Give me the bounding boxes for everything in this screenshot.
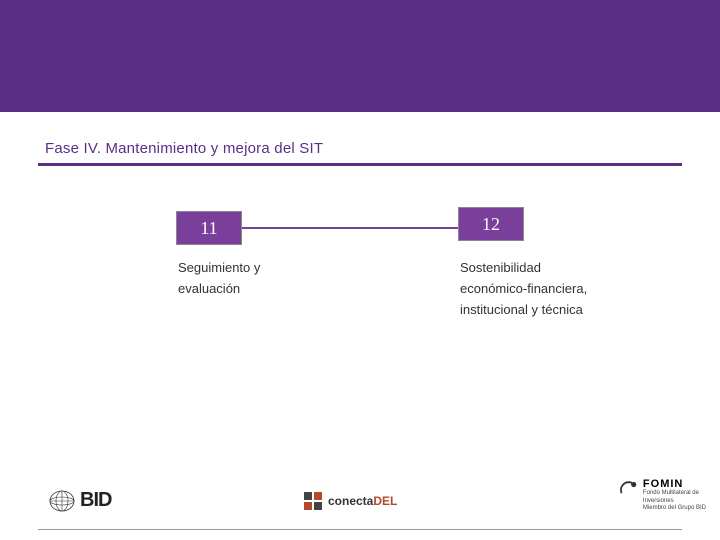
logo-bid: BID — [48, 489, 111, 512]
fomin-sub2: Miembro del Grupo BID — [643, 505, 720, 512]
step-desc-11: Seguimiento y evaluación — [178, 258, 318, 300]
step-desc-12: Sostenibilidad económico-financiera, ins… — [460, 258, 600, 320]
globe-icon — [48, 490, 76, 512]
del-text: DEL — [373, 494, 397, 508]
step-box-12: 12 — [458, 207, 524, 241]
logo-conecta-del: conectaDEL — [302, 490, 397, 512]
top-banner — [0, 0, 720, 112]
fomin-sub1: Fondo Multilateral de Inversiones — [643, 490, 720, 504]
conecta-text: conecta — [328, 494, 373, 508]
slide: Fase IV. Mantenimiento y mejora del SIT … — [0, 0, 720, 540]
fomin-text: FOMIN — [643, 478, 720, 490]
title-underline — [38, 163, 682, 166]
step-number: 11 — [200, 218, 217, 239]
fomin-icon — [618, 478, 639, 498]
step-box-11: 11 — [176, 211, 242, 245]
bid-text: BID — [80, 489, 111, 512]
step-number: 12 — [482, 214, 500, 235]
conecta-icon — [302, 490, 324, 512]
footer-divider — [38, 529, 682, 530]
logo-fomin: FOMIN Fondo Multilateral de Inversiones … — [618, 478, 720, 512]
section-title: Fase IV. Mantenimiento y mejora del SIT — [45, 140, 323, 157]
footer: BID conectaDEL FOMIN Fondo Multilateral … — [0, 480, 720, 540]
connector-line — [242, 227, 458, 229]
